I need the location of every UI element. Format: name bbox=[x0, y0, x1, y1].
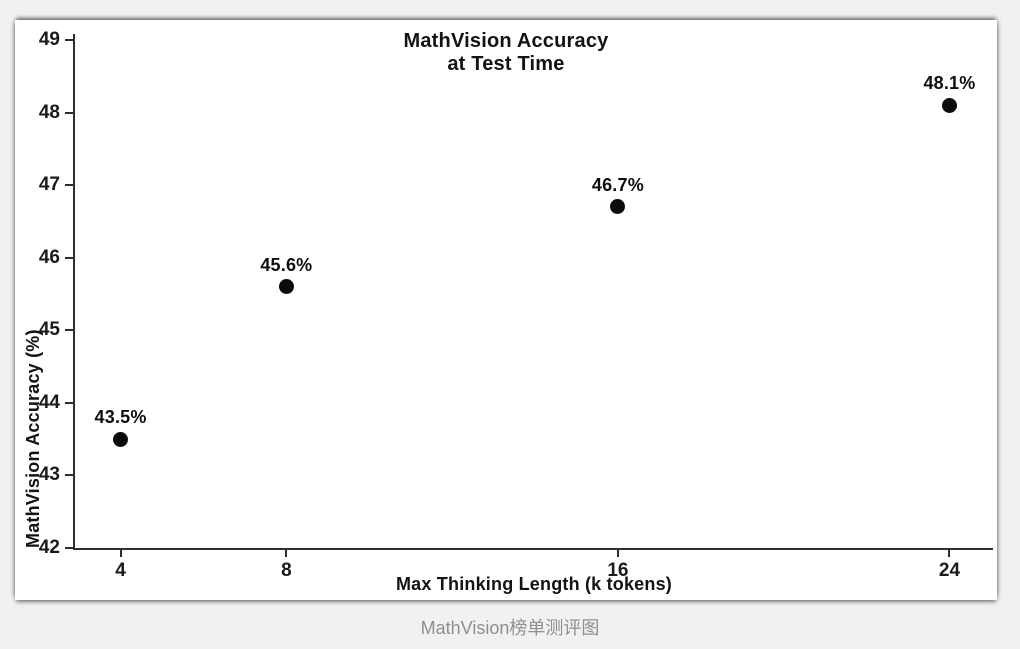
plot-area: 42 43 44 45 46 47 48 49 4 8 16 24 43.5% 45.6% 46.7% 48.… bbox=[15, 20, 997, 600]
y-tick-label: 42 bbox=[38, 537, 60, 558]
x-tick-mark bbox=[285, 550, 288, 557]
y-tick-label: 48 bbox=[38, 101, 60, 123]
data-point-label: 48.1% bbox=[923, 73, 976, 94]
data-point-label: 45.6% bbox=[260, 254, 313, 275]
data-point bbox=[610, 199, 626, 215]
x-axis-label: Max Thinking Length (k tokens) bbox=[395, 574, 672, 594]
y-tick-label: 46 bbox=[38, 246, 60, 268]
y-tick-mark bbox=[65, 547, 73, 549]
y-tick-label: 43 bbox=[38, 464, 60, 486]
x-tick-mark bbox=[119, 550, 122, 557]
chart-title-line-1: MathVision Accuracy bbox=[403, 30, 609, 52]
y-tick-label: 47 bbox=[38, 174, 60, 196]
y-tick-label: 45 bbox=[38, 319, 60, 341]
chart-panel: MathVision Accuracy at Test Time MathVis… bbox=[15, 20, 997, 600]
y-tick-mark bbox=[65, 401, 73, 404]
x-tick-mark bbox=[948, 550, 951, 557]
data-point-label: 46.7% bbox=[591, 174, 644, 195]
x-tick-label: 8 bbox=[281, 560, 292, 581]
y-tick-mark bbox=[65, 111, 73, 114]
y-tick-mark bbox=[65, 184, 73, 187]
chart-title-line-2: at Test Time bbox=[447, 53, 565, 75]
x-axis-spine bbox=[73, 548, 993, 550]
x-tick-label: 16 bbox=[607, 560, 629, 581]
y-tick-label: 44 bbox=[38, 391, 60, 413]
y-tick-mark bbox=[65, 474, 73, 477]
y-axis-spine bbox=[73, 34, 75, 550]
data-point-label: 43.5% bbox=[94, 407, 147, 428]
y-tick-mark bbox=[65, 39, 73, 41]
figure-caption: MathVision榜单测评图 bbox=[420, 618, 600, 638]
x-tick-mark bbox=[616, 550, 619, 557]
data-point bbox=[113, 431, 129, 447]
data-point bbox=[941, 97, 957, 113]
x-tick-label: 24 bbox=[938, 560, 961, 581]
data-point bbox=[278, 279, 294, 295]
chart-title: MathVision Accuracy at Test Time bbox=[15, 30, 997, 76]
y-tick-mark bbox=[65, 329, 73, 332]
y-tick-mark bbox=[65, 256, 73, 259]
x-tick-label: 4 bbox=[115, 560, 126, 581]
y-tick-label: 49 bbox=[38, 29, 60, 50]
